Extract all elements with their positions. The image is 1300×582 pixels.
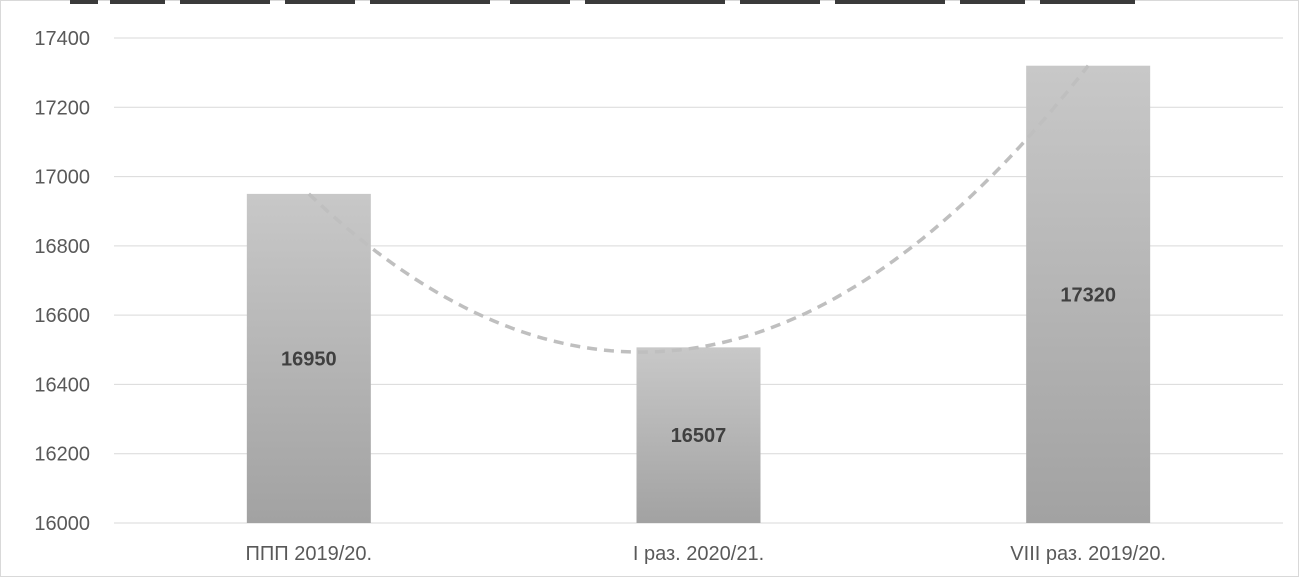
bar [1026, 65, 1151, 523]
clipped-title-fragment [70, 0, 1190, 6]
trendline [307, 64, 1090, 354]
y-tick-label: 16000 [34, 513, 90, 535]
y-tick-label: 17400 [34, 28, 90, 50]
data-label: 16950 [281, 348, 337, 370]
data-label: 17320 [1060, 284, 1116, 306]
trendline-layer [307, 64, 1090, 354]
y-tick-label: 17200 [34, 97, 90, 119]
bars [246, 65, 1151, 523]
y-tick-label: 16400 [34, 374, 90, 396]
x-tick-label: VIII раз. 2019/20. [1010, 543, 1166, 565]
y-tick-label: 16800 [34, 236, 90, 258]
x-tick-label: I раз. 2020/21. [633, 543, 764, 565]
bar [246, 193, 371, 523]
data-label: 16507 [671, 425, 727, 447]
x-tick-label: ППП 2019/20. [246, 543, 373, 565]
x-tick-labels: ППП 2019/20. I раз. 2020/21. VIII раз. 201… [246, 543, 1166, 565]
y-tick-label: 16200 [34, 444, 90, 466]
y-tick-labels: 16000 16200 16400 16600 16800 17000 17200 17400 [34, 28, 90, 535]
y-tick-label: 16600 [34, 305, 90, 327]
y-tick-label: 17000 [34, 167, 90, 189]
bar [636, 347, 761, 523]
data-labels: 16950 16507 17320 [281, 284, 1116, 447]
